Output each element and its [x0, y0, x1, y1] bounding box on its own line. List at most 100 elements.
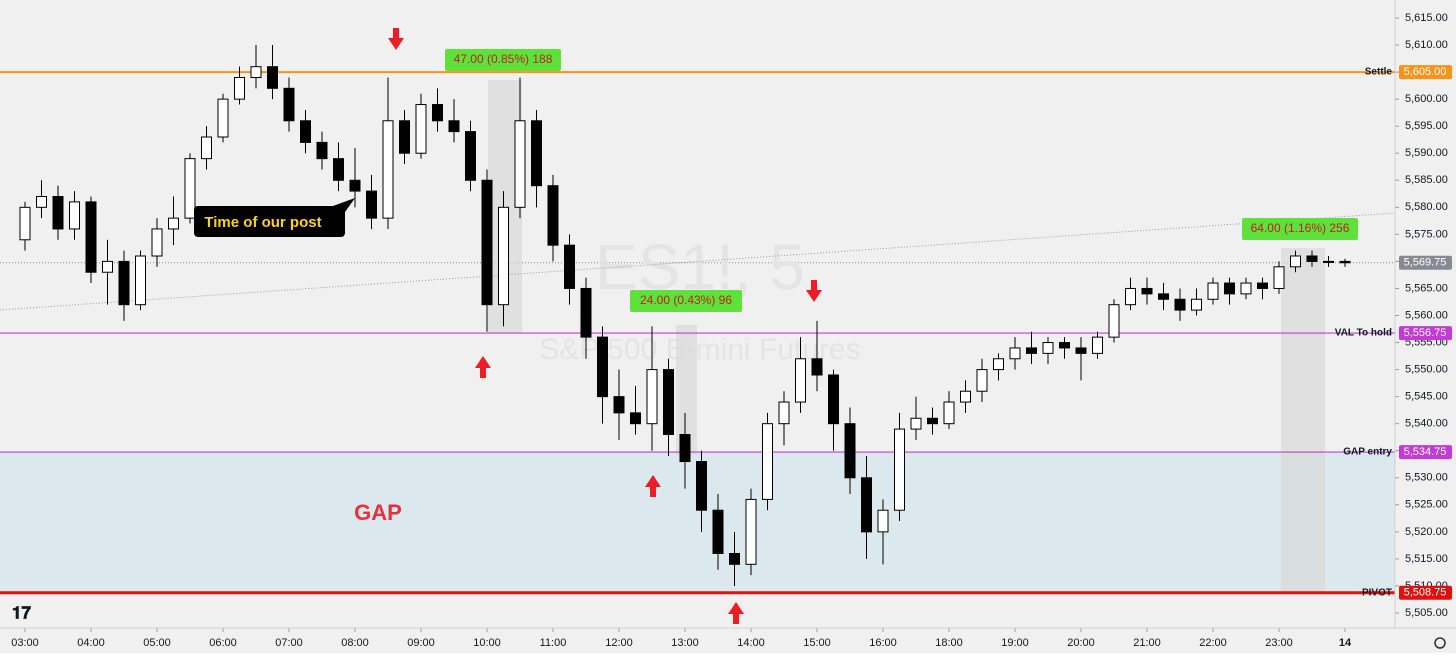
- candle-body: [481, 179, 493, 306]
- candle-body: [613, 396, 625, 414]
- candle-body: [1290, 255, 1301, 268]
- candle-body: [976, 369, 988, 392]
- x-tick-label: 14:00: [737, 637, 765, 649]
- x-tick-label: 15:00: [803, 637, 831, 649]
- measure-badge: [630, 290, 742, 312]
- candle-body: [927, 417, 938, 425]
- candle-body: [349, 179, 361, 192]
- candle-body: [745, 498, 757, 565]
- candle-body: [1059, 342, 1070, 349]
- candle-body: [135, 255, 146, 306]
- candle-body: [712, 509, 724, 554]
- y-tick-label: 5,575.00: [1405, 228, 1448, 240]
- y-tick-label: 5,505.00: [1405, 607, 1448, 619]
- candle-body: [696, 461, 707, 511]
- x-tick-label: 05:00: [143, 637, 171, 649]
- candle-body: [943, 401, 955, 425]
- y-tick-label: 5,530.00: [1405, 472, 1448, 484]
- candle-body: [1240, 282, 1252, 295]
- x-tick-label: 22:00: [1199, 637, 1227, 649]
- watermark-description: S&P 500 E-mini Futures: [539, 333, 860, 366]
- y-tick-label: 5,580.00: [1405, 201, 1448, 213]
- x-tick-label: 08:00: [341, 637, 369, 649]
- candle-body: [316, 141, 328, 160]
- logo: 𝟏𝟕: [12, 603, 31, 622]
- x-tick-label: 19:00: [1001, 637, 1029, 649]
- y-tick-label: 5,515.00: [1405, 553, 1448, 565]
- candle-body: [1108, 304, 1120, 338]
- x-tick-label: 04:00: [77, 637, 105, 649]
- candle-body: [498, 206, 509, 306]
- x-tick-label: 07:00: [275, 637, 303, 649]
- candle-body: [1207, 282, 1219, 300]
- y-tick-label: 5,520.00: [1405, 526, 1448, 538]
- y-tick-label: 5,545.00: [1405, 391, 1448, 403]
- candle-body: [993, 358, 1004, 371]
- candle-body: [514, 120, 526, 208]
- measure-box: [1281, 248, 1325, 593]
- y-tick-label: 5,615.00: [1405, 12, 1448, 24]
- callout-label: Time of our post: [204, 214, 321, 231]
- candle-body: [844, 423, 856, 479]
- candle-body: [910, 417, 922, 430]
- candle-body: [217, 98, 229, 138]
- candle-body: [531, 120, 542, 187]
- candle-body: [729, 553, 740, 565]
- x-tick-label: 10:00: [473, 637, 501, 649]
- candle-body: [877, 509, 889, 533]
- price-box: [1399, 255, 1452, 270]
- candle-body: [432, 104, 443, 122]
- x-tick-label: 03:00: [11, 637, 39, 649]
- candle-body: [465, 131, 476, 181]
- measure-badge: [1242, 218, 1358, 240]
- y-tick-label: 5,560.00: [1405, 309, 1448, 321]
- candle-body: [547, 185, 559, 246]
- x-tick-label: 23:00: [1265, 637, 1293, 649]
- candle-body: [630, 412, 641, 425]
- x-tick-label: 18:00: [935, 637, 963, 649]
- candle-body: [19, 206, 31, 241]
- candle-body: [382, 120, 394, 219]
- candle-body: [201, 136, 212, 160]
- x-tick-label: 14: [1339, 637, 1352, 649]
- candle-body: [679, 434, 691, 463]
- y-tick-label: 5,600.00: [1405, 93, 1448, 105]
- arrow-up: [728, 602, 744, 624]
- candle-body: [597, 336, 608, 398]
- settings-icon[interactable]: [1434, 637, 1446, 649]
- candle-body: [399, 120, 410, 154]
- candle-body: [564, 244, 575, 289]
- level-name: PIVOT: [1362, 587, 1392, 598]
- candle-body: [168, 217, 179, 230]
- candle-body: [828, 374, 839, 425]
- candle-body: [1075, 347, 1087, 354]
- candle-body: [415, 104, 427, 154]
- candle-body: [102, 260, 113, 273]
- candle-body: [778, 401, 790, 425]
- x-tick-label: 21:00: [1133, 637, 1161, 649]
- measure-label: 64.00 (1.16%) 256: [1251, 221, 1350, 235]
- price-box: [1399, 445, 1452, 460]
- candle-body: [366, 190, 377, 219]
- candle-body: [646, 369, 658, 425]
- candle-body: [85, 201, 97, 273]
- candle-body: [234, 77, 245, 100]
- candle-body: [36, 196, 47, 208]
- measure-label: 24.00 (0.43%) 96: [640, 293, 732, 307]
- level-name: VAL To hold: [1335, 328, 1392, 339]
- candle-body: [333, 158, 344, 181]
- candle-body: [151, 228, 163, 257]
- measure-badge: [445, 49, 561, 71]
- arrow-up: [475, 356, 491, 378]
- candle-body: [1224, 282, 1235, 295]
- candle-body: [1009, 347, 1021, 360]
- candle-body: [250, 66, 262, 78]
- arrows: [388, 28, 822, 624]
- candle-body: [894, 428, 905, 511]
- price-box: [1399, 65, 1452, 80]
- arrow-up: [645, 475, 661, 497]
- candle-body: [267, 66, 278, 89]
- candle-body: [1125, 287, 1136, 306]
- candle-body: [1092, 336, 1103, 354]
- candle-body: [811, 358, 823, 376]
